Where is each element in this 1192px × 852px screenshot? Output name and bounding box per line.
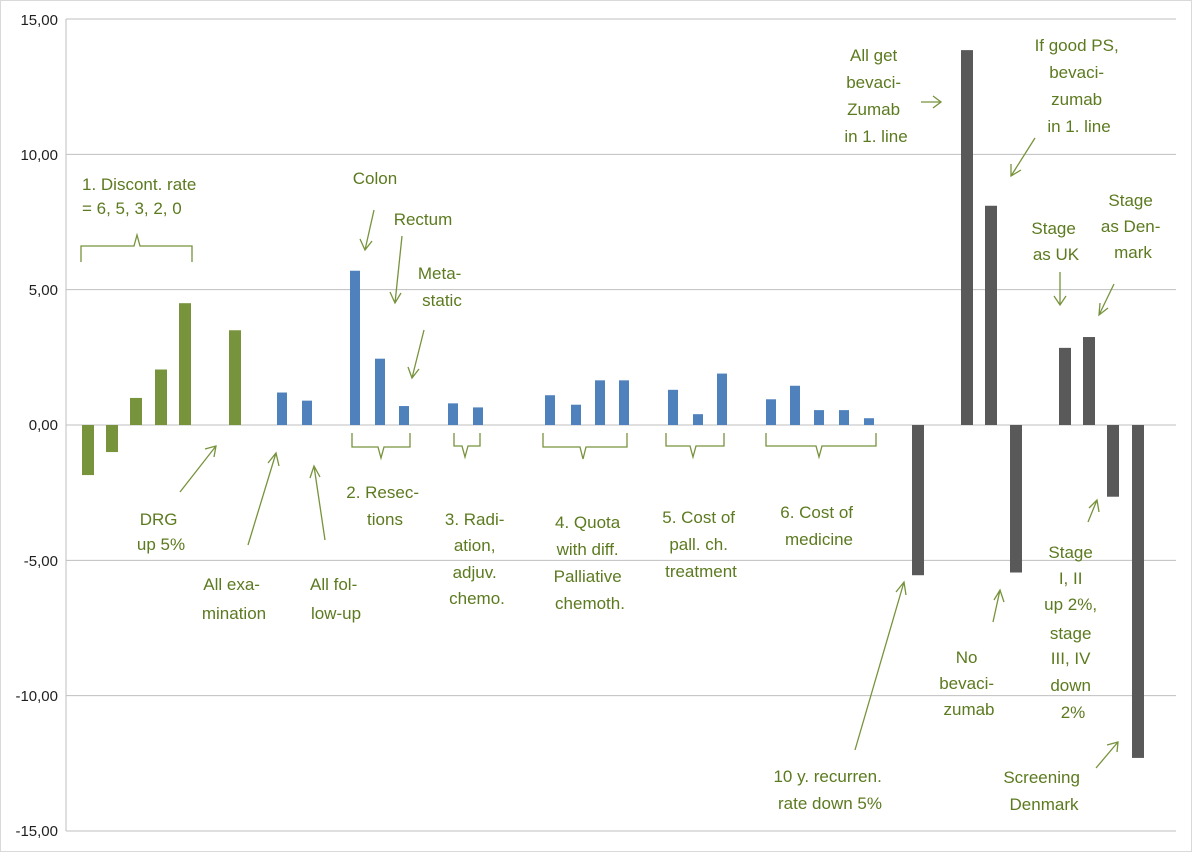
annotation-radiation: 3. Radi- ation, adjuv. chemo. xyxy=(445,510,509,608)
y-tick-label: 10,00 xyxy=(20,147,58,164)
arrow-drg xyxy=(179,445,217,493)
annotations: 1. Discont. rate = 6, 5, 3, 2, 0 DRG up … xyxy=(82,36,1165,814)
brace-cost-med xyxy=(765,433,877,460)
bar xyxy=(106,425,118,453)
annotation-recurrence: 10 y. recurren. rate down 5% xyxy=(773,767,886,813)
annotation-stage-dk: Stage as Den- mark xyxy=(1101,191,1165,262)
bar xyxy=(1132,425,1144,758)
brace-discount xyxy=(80,232,193,262)
bar xyxy=(571,404,581,425)
y-tick-label: -10,00 xyxy=(15,688,58,705)
bar xyxy=(864,418,874,425)
annotation-rectum: Rectum xyxy=(394,210,453,229)
bars xyxy=(82,50,1144,758)
y-tick-label: -5,00 xyxy=(24,553,58,570)
arrow-recurrence xyxy=(854,580,907,751)
bar xyxy=(82,425,94,476)
brace-quota xyxy=(542,433,628,460)
annotation-followup: All fol- low-up xyxy=(310,575,362,623)
arrow-stage-uk xyxy=(1053,272,1067,307)
annotation-cost-pall: 5. Cost of pall. ch. treatment xyxy=(662,508,740,581)
bar xyxy=(302,400,312,425)
bar xyxy=(668,389,678,425)
bar xyxy=(155,369,167,425)
bar xyxy=(399,406,409,425)
annotation-screening: Screening Denmark xyxy=(1003,768,1084,814)
bar xyxy=(473,407,483,425)
bar xyxy=(179,303,191,425)
bar xyxy=(595,380,605,425)
arrow-screening xyxy=(1095,741,1119,769)
arrow-exam xyxy=(247,451,280,546)
gridlines xyxy=(65,18,1176,832)
annotation-cost-med: 6. Cost of medicine xyxy=(780,503,858,549)
bar xyxy=(619,380,629,425)
arrow-followup xyxy=(309,464,326,541)
annotation-stage-uk: Stage as UK xyxy=(1031,219,1080,264)
annotation-quota: 4. Quota with diff. Palliative chemoth. xyxy=(554,513,627,613)
arrow-good-ps xyxy=(1010,137,1036,178)
bar xyxy=(1059,347,1071,425)
arrow-metastatic xyxy=(407,329,425,380)
bar xyxy=(448,403,458,425)
bar xyxy=(229,330,241,425)
brace-cost-pall xyxy=(665,433,725,460)
bar xyxy=(912,425,924,576)
bar xyxy=(277,392,287,425)
arrow-all-bev xyxy=(921,95,943,109)
bar xyxy=(693,414,703,425)
y-tick-label: 15,00 xyxy=(20,12,58,29)
bar xyxy=(839,410,849,425)
bar xyxy=(961,50,973,425)
y-tick-label: -15,00 xyxy=(15,823,58,840)
annotation-drg: DRG up 5% xyxy=(137,510,185,554)
arrows xyxy=(179,95,1119,769)
bar xyxy=(130,397,142,425)
annotation-exam: All exa- mination xyxy=(202,575,266,623)
annotation-no-bev: No bevaci- zumab xyxy=(939,648,999,719)
annotation-colon: Colon xyxy=(353,169,397,188)
bar xyxy=(1083,337,1095,425)
annotation-metastatic: Meta- static xyxy=(418,264,466,310)
bar xyxy=(717,373,727,425)
brace-radiation xyxy=(453,433,481,460)
y-tick-label: 5,00 xyxy=(29,282,58,299)
brace-resections xyxy=(351,433,411,461)
braces xyxy=(80,232,877,461)
y-tick-label: 0,00 xyxy=(29,417,58,434)
annotation-discount: 1. Discont. rate = 6, 5, 3, 2, 0 xyxy=(82,175,201,218)
bar xyxy=(350,270,360,425)
bar xyxy=(814,410,824,425)
arrow-stage-dk xyxy=(1098,283,1115,317)
bar xyxy=(790,385,800,425)
bar xyxy=(375,358,385,425)
bar xyxy=(545,395,555,425)
y-axis-tick-labels: 15,00 10,00 5,00 0,00 -5,00 -10,00 -15,0… xyxy=(15,12,58,840)
bar xyxy=(1010,425,1022,573)
arrow-rectum xyxy=(389,235,403,305)
bar xyxy=(766,399,776,425)
annotation-good-ps: If good PS, bevaci- zumab in 1. line xyxy=(1035,36,1124,136)
arrow-no-bev xyxy=(992,588,1005,623)
arrow-stage-shift xyxy=(1087,498,1100,523)
bar xyxy=(1107,425,1119,497)
arrow-colon xyxy=(359,209,375,252)
annotation-resections: 2. Resec- tions xyxy=(346,483,423,529)
annotation-all-bev: All get bevaci- Zumab in 1. line xyxy=(844,46,907,146)
bar xyxy=(985,205,997,425)
annotation-stage-shift: Stage I, II up 2%, stage III, IV down 2% xyxy=(1044,543,1102,722)
